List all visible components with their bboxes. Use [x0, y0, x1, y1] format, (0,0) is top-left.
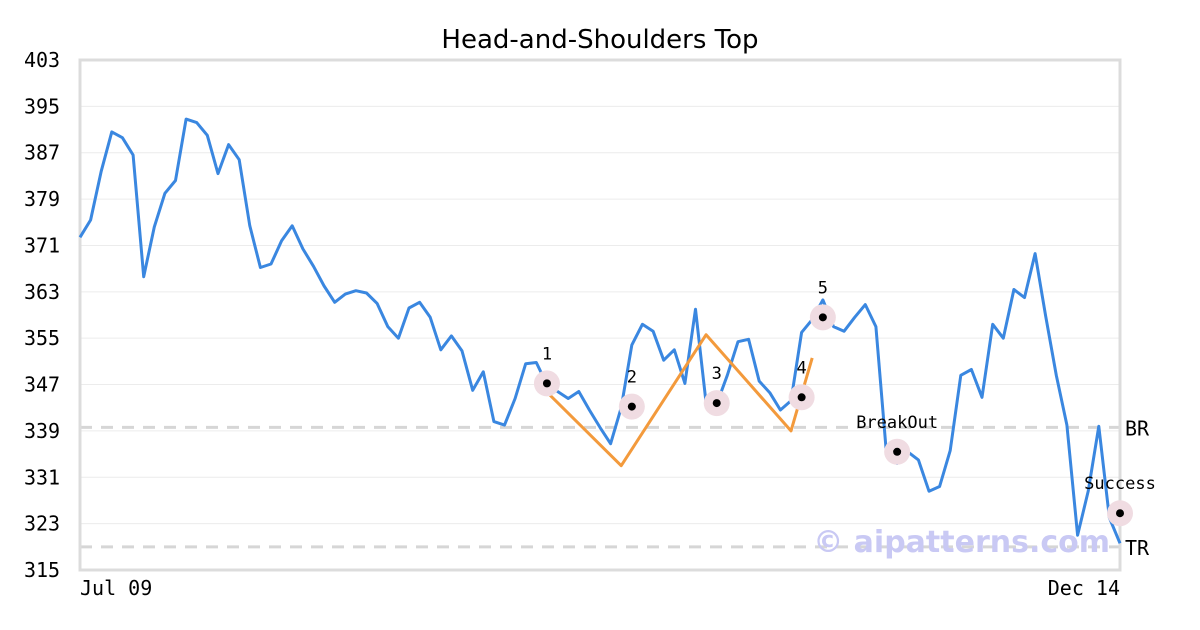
reference-label-tr: TR: [1125, 536, 1150, 560]
y-tick-label: 395: [24, 94, 60, 118]
x-tick-end: Dec 14: [1048, 576, 1120, 600]
y-tick-label: 379: [24, 187, 60, 211]
y-tick-label: 363: [24, 280, 60, 304]
y-tick-label: 371: [24, 233, 60, 257]
y-tick-label: 355: [24, 326, 60, 350]
y-tick-label: 331: [24, 465, 60, 489]
y-tick-label: 315: [24, 558, 60, 582]
marker-dot-breakout: [893, 447, 902, 456]
chart-title: Head-and-Shoulders Top: [441, 25, 758, 55]
pattern-markers: 1 2 3 4 5 BreakOut Success: [533, 278, 1156, 527]
y-tick-label: 339: [24, 419, 60, 443]
y-tick-label: 387: [24, 141, 60, 165]
y-tick-label: 347: [24, 373, 60, 397]
marker-label-2: 2: [627, 368, 637, 388]
reference-lines: BR TR: [80, 416, 1150, 560]
marker-dot-5: [818, 313, 827, 322]
marker-label-3: 3: [712, 364, 722, 384]
y-tick-label: 403: [24, 48, 60, 72]
plot-frame: [78, 58, 1122, 572]
marker-dot-2: [627, 402, 636, 411]
marker-label-breakout: BreakOut: [856, 413, 938, 433]
y-tick-label: 323: [24, 512, 60, 536]
marker-label-4: 4: [797, 358, 807, 378]
marker-dot-3: [712, 399, 721, 408]
marker-dot-4: [797, 393, 806, 402]
watermark: © aipatterns.com: [813, 525, 1110, 560]
x-tick-start: Jul 09: [80, 576, 152, 600]
reference-label-br: BR: [1125, 416, 1150, 440]
gridlines: [80, 105, 1120, 525]
y-axis-ticks: 403 395 387 379 371 363 355 347 339 331 323 315: [24, 48, 60, 582]
marker-label-5: 5: [818, 278, 828, 298]
marker-label-success: Success: [1084, 474, 1156, 494]
price-series: [78, 117, 1122, 544]
marker-dot-1: [542, 379, 551, 388]
price-line: [78, 117, 1122, 544]
marker-label-1: 1: [542, 344, 552, 364]
marker-dot-success: [1116, 509, 1124, 518]
